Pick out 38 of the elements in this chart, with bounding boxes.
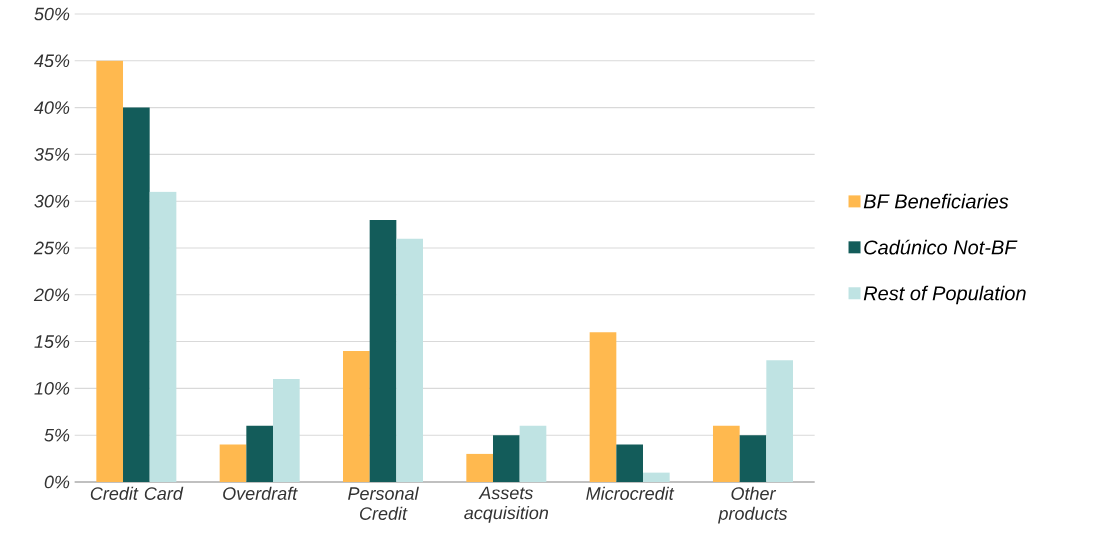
x-tick-label: Credit Card [90,486,184,500]
y-tick-label: 45% [34,54,70,68]
bar [766,360,793,482]
x-tick-label: Assets acquisition [464,486,549,523]
x-tick-label: Other products [718,486,788,524]
bar [246,425,274,482]
bar [396,238,423,482]
bar [712,425,740,482]
x-tick-label: Microcredit [586,486,675,500]
y-tick-label: 5% [44,428,70,442]
x-tick-label: Personal Credit [348,486,419,520]
y-tick-label: 35% [34,148,70,161]
bar [123,107,150,482]
y-tick-label: 20% [33,288,70,302]
y-tick-label: 50% [34,7,70,21]
y-tick-label: 0% [44,475,70,489]
y-tick-label: 10% [34,382,70,395]
y-tick-label: 40% [34,101,70,114]
bar [616,444,643,482]
y-tick-label: 30% [34,194,70,208]
bar [466,453,493,482]
bar [369,219,397,482]
bar [739,435,767,482]
bar [343,350,370,482]
legend-label: Rest of Population [863,285,1026,305]
y-tick-label: 15% [34,335,70,348]
bar [493,435,520,482]
y-tick-label: 25% [33,241,70,255]
x-tick-label: Overdraft [223,486,298,500]
legend-label: Cadúnico Not-BF [864,239,1018,255]
bar [589,332,617,482]
bar [96,60,124,482]
bar [219,444,247,482]
bar [273,379,300,482]
bar [519,425,547,482]
bar [643,472,670,482]
bar [149,191,177,482]
legend-label: BF Beneficiaries [863,193,1009,209]
